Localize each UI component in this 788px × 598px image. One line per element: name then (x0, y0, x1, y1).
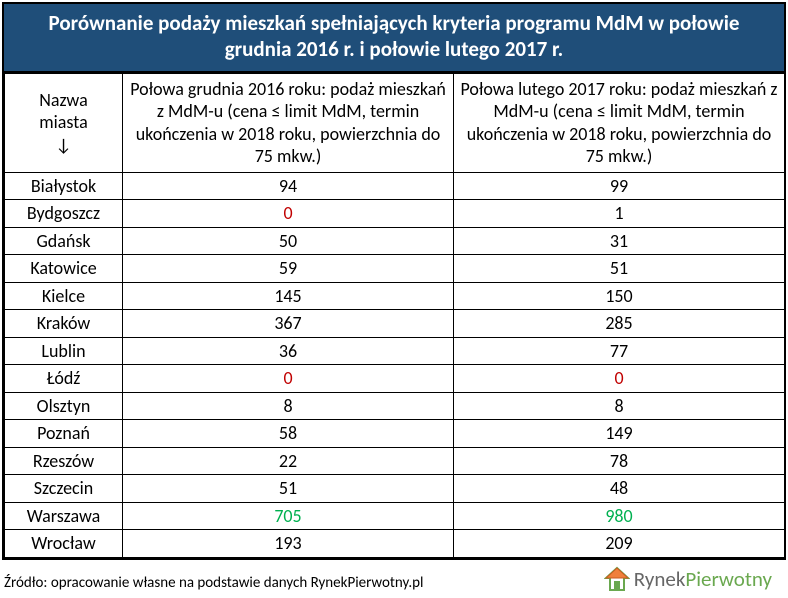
value-dec2016: 367 (123, 310, 454, 338)
col-header-city: Nazwa miasta ↓ (5, 73, 123, 172)
table-row: Kraków367285 (5, 310, 785, 338)
footer: Źródło: opracowanie własne na podstawie … (4, 566, 784, 592)
value-dec2016: 22 (123, 447, 454, 475)
value-feb2017: 48 (454, 475, 785, 503)
city-cell: Kraków (5, 310, 123, 338)
value-feb2017: 51 (454, 255, 785, 283)
city-cell: Warszawa (5, 502, 123, 530)
city-cell: Poznań (5, 420, 123, 448)
table-row: Gdańsk5031 (5, 227, 785, 255)
city-cell: Bydgoszcz (5, 200, 123, 228)
value-feb2017: 209 (454, 530, 785, 558)
value-feb2017: 0 (454, 365, 785, 393)
value-feb2017: 78 (454, 447, 785, 475)
value-feb2017: 149 (454, 420, 785, 448)
table-row: Białystok9499 (5, 172, 785, 200)
value-dec2016: 36 (123, 337, 454, 365)
city-cell: Olsztyn (5, 392, 123, 420)
col-header-dec2016: Połowa grudnia 2016 roku: podaż mieszkań… (123, 73, 454, 172)
table-row: Warszawa705980 (5, 502, 785, 530)
value-dec2016: 193 (123, 530, 454, 558)
house-icon (604, 566, 630, 592)
value-feb2017: 150 (454, 282, 785, 310)
value-feb2017: 31 (454, 227, 785, 255)
value-dec2016: 145 (123, 282, 454, 310)
value-feb2017: 980 (454, 502, 785, 530)
city-cell: Gdańsk (5, 227, 123, 255)
table-row: Poznań58149 (5, 420, 785, 448)
city-cell: Białystok (5, 172, 123, 200)
table-title: Porównanie podaży mieszkań spełniających… (4, 4, 784, 73)
col-header-city-l1: Nazwa (39, 89, 87, 111)
value-dec2016: 58 (123, 420, 454, 448)
data-table: Nazwa miasta ↓ Połowa grudnia 2016 roku:… (4, 73, 785, 558)
logo: RynekPierwotny (604, 566, 784, 592)
header-row: Nazwa miasta ↓ Połowa grudnia 2016 roku:… (5, 73, 785, 172)
city-cell: Łódź (5, 365, 123, 393)
logo-text: RynekPierwotny (634, 566, 772, 592)
value-dec2016: 50 (123, 227, 454, 255)
value-feb2017: 8 (454, 392, 785, 420)
value-dec2016: 51 (123, 475, 454, 503)
logo-part2: Pierwotny (685, 566, 772, 592)
table-row: Łódź00 (5, 365, 785, 393)
city-cell: Szczecin (5, 475, 123, 503)
logo-part1: Rynek (634, 566, 686, 592)
source-text: Źródło: opracowanie własne na podstawie … (4, 574, 423, 592)
value-dec2016: 94 (123, 172, 454, 200)
value-dec2016: 59 (123, 255, 454, 283)
col-header-feb2017: Połowa lutego 2017 roku: podaż mieszkań … (454, 73, 785, 172)
table-row: Bydgoszcz01 (5, 200, 785, 228)
value-feb2017: 77 (454, 337, 785, 365)
value-dec2016: 0 (123, 200, 454, 228)
value-dec2016: 0 (123, 365, 454, 393)
city-cell: Wrocław (5, 530, 123, 558)
value-feb2017: 1 (454, 200, 785, 228)
table-row: Szczecin5148 (5, 475, 785, 503)
table-row: Lublin3677 (5, 337, 785, 365)
city-cell: Kielce (5, 282, 123, 310)
col-header-city-l2: miasta (39, 111, 87, 133)
sort-arrow-icon: ↓ (11, 134, 116, 157)
value-feb2017: 99 (454, 172, 785, 200)
table-frame: Porównanie podaży mieszkań spełniających… (2, 2, 786, 560)
table-row: Rzeszów2278 (5, 447, 785, 475)
table-row: Katowice5951 (5, 255, 785, 283)
table-row: Kielce145150 (5, 282, 785, 310)
city-cell: Rzeszów (5, 447, 123, 475)
value-dec2016: 705 (123, 502, 454, 530)
city-cell: Lublin (5, 337, 123, 365)
table-row: Olsztyn88 (5, 392, 785, 420)
city-cell: Katowice (5, 255, 123, 283)
table-row: Wrocław193209 (5, 530, 785, 558)
value-dec2016: 8 (123, 392, 454, 420)
value-feb2017: 285 (454, 310, 785, 338)
